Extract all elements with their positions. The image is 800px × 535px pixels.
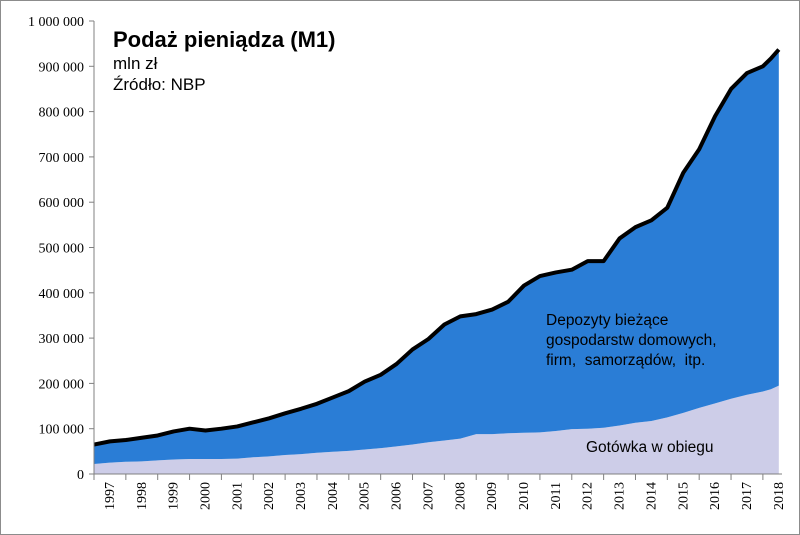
x-tick-label: 2013 (613, 482, 628, 510)
x-tick-label: 2003 (294, 482, 309, 510)
x-tick-label: 2014 (644, 482, 659, 510)
x-tick-label: 2000 (198, 482, 213, 510)
x-tick-label: 2007 (421, 482, 436, 510)
x-tick-label: 1998 (135, 482, 150, 510)
y-tick-label: 1 000 000 (28, 15, 84, 30)
total-line-layer (93, 48, 781, 447)
cash-area-layer (94, 385, 779, 474)
x-tick-label: 2015 (676, 482, 691, 510)
deposits-area-layer (94, 49, 779, 465)
y-tick-label: 200 000 (39, 377, 85, 392)
chart-source: Źródło: NBP (113, 75, 206, 94)
x-tick-label: 2004 (326, 482, 341, 510)
x-tick-label: 2005 (358, 482, 373, 510)
x-tick-label: 2012 (581, 482, 596, 510)
deposits-area (94, 49, 779, 465)
deposits-annotation-line-3: firm, samorządów, itp. (546, 352, 706, 369)
y-tick-label: 100 000 (39, 423, 85, 438)
x-tick-label: 2016 (708, 482, 723, 510)
cash-annotation: Gotówka w obiegu (586, 439, 714, 456)
y-tick-label: 500 000 (39, 242, 85, 257)
chart-subtitle: mln zł (113, 54, 158, 73)
x-tick-label: 2011 (549, 482, 564, 509)
chart-title-block: Podaż pieniądza (M1) mln zł Źródło: NBP (113, 27, 335, 95)
x-tick-label: 2018 (772, 482, 787, 510)
y-tick-label: 600 000 (39, 196, 85, 211)
x-tick-label: 2006 (390, 482, 405, 510)
y-tick-label: 800 000 (39, 106, 85, 121)
x-tick-label: 1997 (103, 482, 118, 510)
y-tick-label: 300 000 (39, 332, 85, 347)
y-tick-label: 700 000 (39, 151, 85, 166)
cash-area (94, 385, 779, 474)
x-tick-label: 1999 (167, 482, 182, 510)
x-tick-label: 2017 (740, 482, 755, 510)
x-tick-label: 2002 (262, 482, 277, 510)
x-axis-ticks: 1997 1998 1999 2000 2001 2002 2003 2004 2005 2006… (93, 474, 787, 510)
deposits-annotation-line-2: gospodarstw domowych, (546, 332, 717, 349)
deposits-annotation-line-1: Depozyty bieżące (546, 312, 669, 329)
y-axis-ticks: 0 100 000 200 000 300 000 400 000 500 000 600 … (28, 15, 94, 483)
total-m1-line (93, 48, 781, 447)
y-tick-label: 400 000 (39, 287, 85, 302)
deposits-annotation: Depozyty bieżące gospodarstw domowych, f… (546, 311, 717, 371)
x-tick-label: 2008 (453, 482, 468, 510)
x-tick-label: 2010 (517, 482, 532, 510)
y-tick-label: 900 000 (39, 60, 85, 75)
chart-title: Podaż pieniądza (M1) (113, 27, 336, 52)
x-tick-label: 2001 (230, 482, 245, 510)
x-tick-label: 2009 (485, 482, 500, 510)
y-tick-label: 0 (77, 468, 84, 483)
